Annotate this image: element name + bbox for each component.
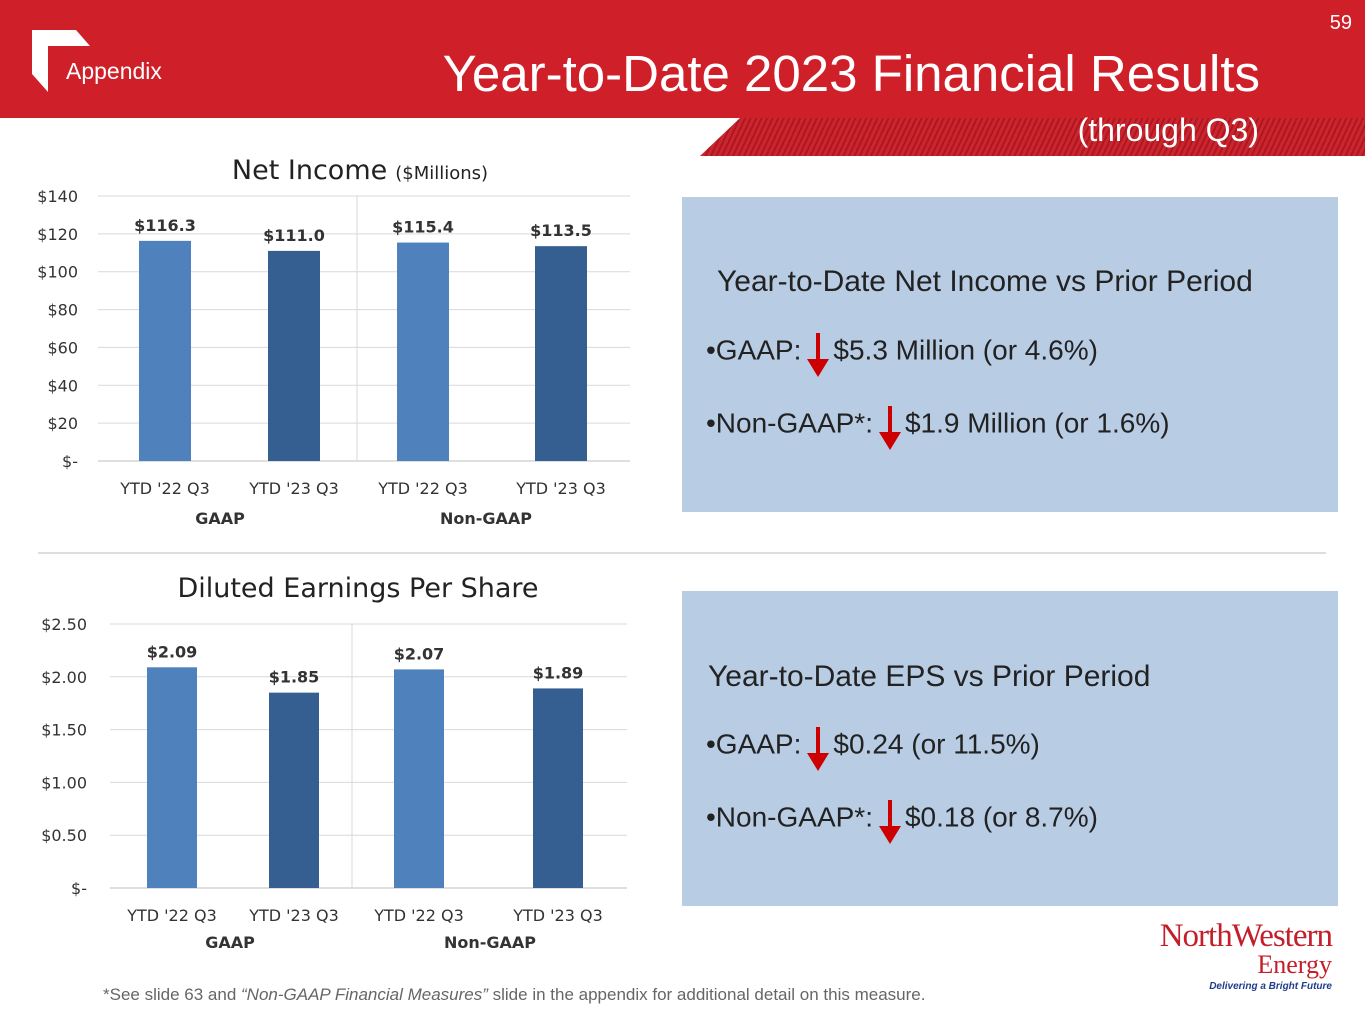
- net-income-category-label: YTD '22 Q3: [377, 479, 468, 498]
- net-income-data-label: $111.0: [263, 226, 325, 245]
- slide-subtitle: (through Q3): [1077, 112, 1259, 148]
- net-income-bar: [139, 240, 191, 461]
- net-income-nongaap-line: •Non-GAAP*: $1.9 Million (or 1.6%): [706, 402, 1170, 450]
- gaap-label: •GAAP:: [706, 334, 802, 366]
- section-label: Appendix: [66, 58, 162, 84]
- down-arrow-icon: [807, 333, 830, 379]
- down-arrow-icon: [878, 406, 901, 452]
- slide-number: 59: [1329, 12, 1352, 34]
- eps-chart: Diluted Earnings Per Share $- $0.50 $1.00 $1…: [41, 573, 627, 952]
- logo-energy: Energy: [1257, 950, 1332, 979]
- eps-category-label: YTD '23 Q3: [248, 906, 339, 925]
- header-bar: [0, 0, 1365, 118]
- eps-bar: [533, 688, 583, 888]
- eps-data-label: $1.85: [269, 668, 320, 687]
- net-income-chart-title: Net Income ($Millions): [232, 155, 488, 186]
- net-income-y-tick-label: $20: [47, 414, 78, 433]
- net-income-chart: Net Income ($Millions) $- $20 $40 $60 $80 $100 $…: [37, 155, 630, 528]
- down-arrow-icon: [878, 800, 901, 846]
- net-income-data-label: $113.5: [530, 221, 592, 240]
- net-income-y-tick-label: $140: [37, 187, 78, 206]
- eps-y-tick-label: $1.50: [41, 721, 87, 740]
- logo-tagline: Delivering a Bright Future: [1209, 981, 1332, 992]
- net-income-y-tick-label: $100: [37, 263, 78, 282]
- nongaap-change-value: $1.9 Million (or 1.6%): [904, 407, 1170, 439]
- eps-y-tick-label: $0.50: [41, 826, 87, 845]
- net-income-y-tick-label: $120: [37, 225, 78, 244]
- net-income-y-tick-label: $60: [47, 338, 78, 357]
- eps-y-tick-label: $-: [71, 879, 87, 898]
- net-income-category-label: YTD '22 Q3: [119, 479, 210, 498]
- down-arrow-icon: [807, 727, 830, 773]
- eps-category-label: YTD '23 Q3: [512, 906, 603, 925]
- eps-data-label: $2.09: [147, 642, 198, 661]
- net-income-category-label: YTD '23 Q3: [248, 479, 339, 498]
- eps-bar: [147, 667, 197, 888]
- section-divider: [38, 552, 1326, 554]
- nongaap-change-value: $0.18 (or 8.7%): [904, 801, 1098, 833]
- eps-category-label: YTD '22 Q3: [126, 906, 217, 925]
- eps-group-label: Non-GAAP: [444, 933, 536, 952]
- footnote-emphasis: “Non-GAAP Financial Measures”: [241, 985, 488, 1004]
- net-income-gaap-line: •GAAP: $5.3 Million (or 4.6%): [706, 329, 1098, 377]
- eps-y-tick-label: $1.00: [41, 773, 87, 792]
- eps-category-label: YTD '22 Q3: [373, 906, 464, 925]
- slide-title: Year-to-Date 2023 Financial Results: [442, 45, 1260, 102]
- net-income-category-label: YTD '23 Q3: [515, 479, 606, 498]
- eps-summary-box: Year-to-Date EPS vs Prior Period •GAAP: $…: [682, 591, 1338, 906]
- footnote-suffix: slide in the appendix for additional det…: [487, 985, 926, 1004]
- appendix-corner-icon: [32, 30, 90, 92]
- nongaap-label: •Non-GAAP*:: [706, 407, 873, 439]
- net-income-y-tick-label: $40: [47, 376, 78, 395]
- eps-y-tick-label: $2.00: [41, 668, 87, 687]
- eps-chart-title: Diluted Earnings Per Share: [177, 573, 538, 604]
- header-stripe-cut: [700, 118, 740, 156]
- eps-box-title: Year-to-Date EPS vs Prior Period: [708, 660, 1151, 693]
- net-income-data-label: $116.3: [134, 216, 196, 235]
- eps-data-label: $2.07: [394, 644, 445, 663]
- eps-bar: [394, 669, 444, 888]
- net-income-box-title: Year-to-Date Net Income vs Prior Period: [717, 265, 1253, 298]
- net-income-y-tick-label: $-: [62, 452, 78, 471]
- company-logo: NorthWestern Energy Delivering a Bright …: [1130, 918, 1340, 998]
- nongaap-label: •Non-GAAP*:: [706, 801, 873, 833]
- eps-y-tick-label: $2.50: [41, 615, 87, 634]
- net-income-data-label: $115.4: [392, 218, 454, 237]
- net-income-bar: [397, 242, 449, 461]
- eps-gaap-line: •GAAP: $0.24 (or 11.5%): [706, 723, 1040, 771]
- eps-bar: [269, 692, 319, 888]
- gaap-change-value: $0.24 (or 11.5%): [833, 728, 1040, 760]
- net-income-group-label: GAAP: [195, 509, 245, 528]
- net-income-group-label: Non-GAAP: [440, 509, 532, 528]
- logo-wordmark: NorthWestern: [1159, 918, 1333, 954]
- footnote-prefix: *See slide 63 and: [103, 985, 241, 1004]
- eps-nongaap-line: •Non-GAAP*: $0.18 (or 8.7%): [706, 796, 1098, 844]
- header-stripe: [700, 118, 1365, 156]
- net-income-bar: [535, 246, 587, 461]
- net-income-bar: [268, 250, 320, 461]
- net-income-chart-unit: ($Millions): [395, 163, 488, 184]
- gaap-label: •GAAP:: [706, 728, 802, 760]
- eps-group-label: GAAP: [205, 933, 255, 952]
- net-income-y-tick-label: $80: [47, 301, 78, 320]
- eps-data-label: $1.89: [533, 663, 584, 682]
- net-income-summary-box: Year-to-Date Net Income vs Prior Period …: [682, 197, 1338, 512]
- gaap-change-value: $5.3 Million (or 4.6%): [833, 334, 1098, 366]
- footnote: *See slide 63 and “Non-GAAP Financial Me…: [103, 985, 925, 1005]
